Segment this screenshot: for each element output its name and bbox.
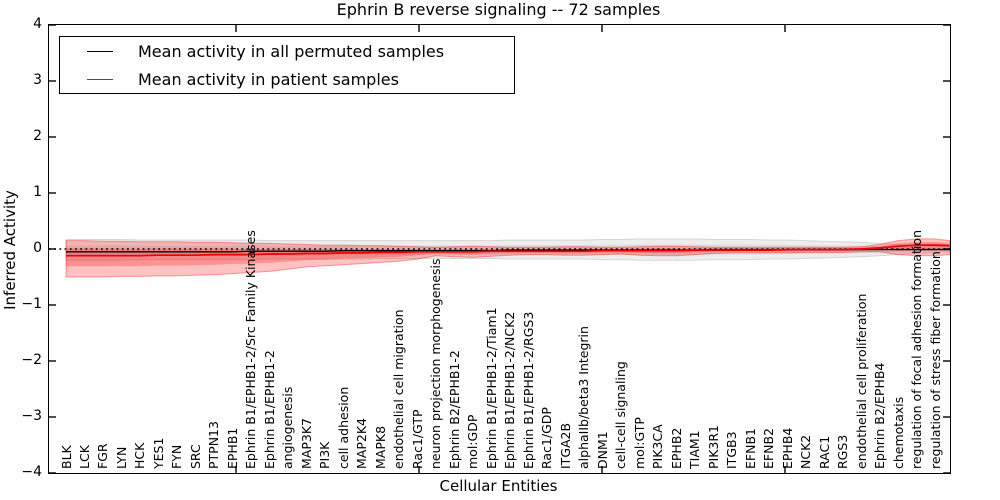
x-tick-label: Ephrin B1/EPHB1-2/NCK2: [502, 311, 518, 469]
x-tick-label: PIK3CA: [650, 424, 666, 469]
y-tick-label: 0: [33, 240, 42, 256]
x-tick-label: RAC1: [816, 435, 832, 469]
y-tick-label: −4: [21, 464, 42, 480]
x-tick-label: Ephrin B2/EPHB4: [872, 362, 888, 469]
legend: Mean activity in all permuted samples Me…: [59, 36, 515, 94]
x-tick-label: endothelial cell proliferation: [853, 293, 869, 469]
legend-item-patient: Mean activity in patient samples: [60, 67, 514, 91]
patient-mean-line: [66, 244, 950, 257]
x-tick-label: MAP3K7: [298, 418, 314, 469]
legend-label-permuted: Mean activity in all permuted samples: [138, 41, 445, 61]
x-tick-label: angiogenesis: [280, 386, 296, 469]
x-tick-label: MAP2K4: [354, 418, 370, 469]
legend-label-patient: Mean activity in patient samples: [138, 69, 399, 89]
x-tick-label: chemotaxis: [890, 396, 906, 469]
chart-title: Ephrin B reverse signaling -- 72 samples: [336, 0, 661, 19]
x-tick-label: YES1: [150, 437, 166, 469]
x-tick-label: EPHB2: [668, 427, 684, 469]
x-tick-label: Ephrin B1/EPHB1-2/RGS3: [520, 311, 536, 469]
patient-samples-band-outer: [65, 238, 950, 278]
x-tick-label: PIK3R1: [705, 424, 721, 469]
x-tick-label: LCK: [76, 445, 92, 469]
y-tick-label: −2: [21, 352, 42, 368]
legend-line-permuted: [87, 50, 113, 52]
x-tick-label: TIAM1: [687, 430, 703, 469]
x-tick-label: BLK: [58, 445, 74, 469]
x-tick-label: EPHB1: [224, 427, 240, 469]
x-tick-label: Rac1/GDP: [539, 407, 555, 469]
x-tick-label: mol:GTP: [631, 417, 647, 469]
x-tick-label: Ephrin B1/EPHB1-2/Tiam1: [483, 307, 499, 469]
y-tick-label: 1: [33, 184, 42, 200]
x-tick-label: MAPK8: [372, 425, 388, 469]
x-tick-label: Rac1/GTP: [409, 409, 425, 469]
x-tick-label: endothelial cell migration: [391, 309, 407, 469]
plot-area: Mean activity in all permuted samples Me…: [48, 24, 951, 474]
legend-item-permuted: Mean activity in all permuted samples: [60, 39, 514, 63]
x-axis-label: Cellular Entities: [439, 477, 558, 495]
x-tick-label: EFNB2: [761, 428, 777, 469]
x-tick-label: HCK: [132, 442, 148, 469]
x-tick-label: neuron projection morphogenesis: [428, 258, 444, 469]
x-tick-label: NCK2: [798, 434, 814, 469]
y-tick-label: 2: [33, 128, 42, 144]
x-tick-label: LYN: [113, 446, 129, 469]
x-tick-label: FGR: [95, 443, 111, 469]
x-tick-label: Ephrin B1/EPHB1-2: [261, 350, 277, 469]
y-tick-label: 4: [33, 16, 42, 32]
y-tick-label: −1: [21, 296, 42, 312]
x-tick-label: regulation of stress fiber formation: [927, 251, 943, 469]
x-tick-label: Ephrin B2/EPHB1-2: [446, 350, 462, 469]
x-tick-label: PTPN13: [206, 421, 222, 469]
x-tick-label: ITGB3: [724, 431, 740, 469]
x-tick-label: FYN: [169, 444, 185, 469]
x-tick-label: SRC: [187, 444, 203, 469]
x-tick-label: EFNB1: [742, 428, 758, 469]
x-tick-label: mol:GDP: [465, 414, 481, 469]
y-tick-label: 3: [33, 72, 42, 88]
x-tick-label: ITGA2B: [557, 422, 573, 469]
x-tick-label: cell-cell signaling: [613, 361, 629, 469]
x-tick-label: PI3K: [317, 441, 333, 469]
x-tick-label: EPHB4: [779, 427, 795, 469]
x-tick-label: Ephrin B1/EPHB1-2/Src Family Kinases: [243, 230, 259, 469]
x-tick-label: regulation of focal adhesion formation: [909, 230, 925, 469]
x-tick-label: DNM1: [594, 431, 610, 469]
x-tick-label: RGS3: [835, 434, 851, 469]
plot-canvas: [49, 25, 950, 473]
x-tick-label: cell adhesion: [335, 386, 351, 469]
patient-samples-band-inner: [66, 242, 950, 267]
legend-line-patient: [87, 78, 113, 80]
y-tick-label: −3: [21, 408, 42, 424]
x-tick-label: alphaIIb/beta3 Integrin: [576, 326, 592, 469]
